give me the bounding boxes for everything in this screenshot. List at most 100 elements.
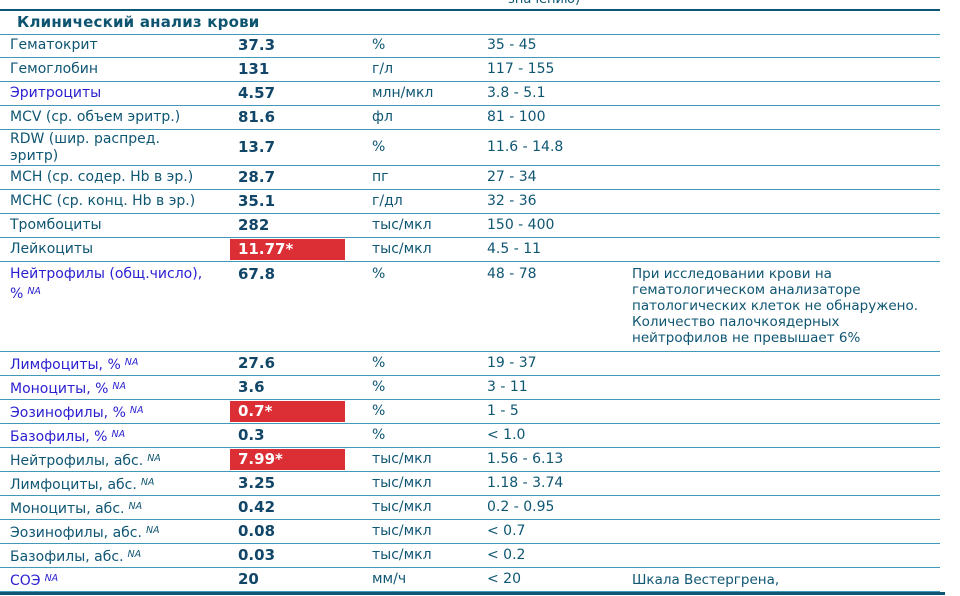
result-value: 35.1 xyxy=(238,192,276,210)
analyte-link[interactable]: СОЭ NA xyxy=(10,572,59,589)
analyte-label: Гематокрит xyxy=(10,36,98,53)
comment-text xyxy=(628,423,940,447)
analyte-link[interactable]: Эозинофилы, % NA xyxy=(10,404,144,421)
table-row: Тромбоциты 282 тыс/мкл 150 - 400 xyxy=(0,213,940,237)
comment-text xyxy=(628,351,940,375)
unit-label: г/л xyxy=(372,61,394,77)
comment-text xyxy=(628,213,940,237)
unit-label: % xyxy=(372,379,386,395)
comment-text xyxy=(628,519,940,543)
table-row: Моноциты, % NA 3.6% 3 - 11 xyxy=(0,375,940,399)
comment-text xyxy=(628,399,940,423)
reference-range: 4.5 - 11 xyxy=(487,241,542,257)
reference-range: 81 - 100 xyxy=(487,109,546,125)
reference-range: < 20 xyxy=(487,571,521,587)
result-value: 81.6 xyxy=(238,108,276,126)
comment-text xyxy=(628,165,940,189)
clipped-header-text: значению) xyxy=(508,0,580,8)
na-method-superscript: NA xyxy=(124,356,139,368)
analyte-label: Моноциты, абс. NA xyxy=(10,500,143,517)
table-row: СОЭ NA 20 мм/ч < 20 Шкала Вестергрена, xyxy=(0,567,940,591)
comment-text xyxy=(628,495,940,519)
analyte-link[interactable]: Эритроциты xyxy=(10,85,102,101)
comment-text xyxy=(628,105,940,129)
table-row: MCHC (ср. конц. Hb в эр.) 35.1 г/дл 32 - 36 xyxy=(0,189,940,213)
result-value: 20 xyxy=(238,570,259,588)
analyte-label: MCH (ср. содер. Hb в эр.) xyxy=(10,169,194,185)
reference-range: < 1.0 xyxy=(487,427,526,443)
table-row: RDW (шир. распред. эритр) 13.7% 11.6 - 14.… xyxy=(0,129,940,165)
analyte-label: Лимфоциты, абс. NA xyxy=(10,476,155,493)
result-value-flagged: 11.77* xyxy=(228,237,368,261)
result-value: 27.6 xyxy=(238,354,276,372)
comment-text xyxy=(628,471,940,495)
result-value: 131 xyxy=(238,60,270,78)
na-method-superscript: NA xyxy=(129,404,144,416)
na-method-superscript: NA xyxy=(128,500,143,512)
table-row: Гемоглобин 131 г/л 117 - 155 xyxy=(0,57,940,81)
result-value: 0.03 xyxy=(238,546,276,564)
reference-range: 11.6 - 14.8 xyxy=(487,139,564,155)
result-value: 28.7 xyxy=(238,168,276,186)
analyte-link[interactable]: Базофилы, % NA xyxy=(10,428,126,445)
analyte-label: MCV (ср. объем эритр.) xyxy=(10,109,181,125)
analyte-label: Эозинофилы, абс. NA xyxy=(10,524,160,541)
analyte-label: Лейкоциты xyxy=(10,241,94,257)
analyte-link[interactable]: Лимфоциты, % NA xyxy=(10,356,139,373)
reference-range: 117 - 155 xyxy=(487,61,555,77)
unit-label: % xyxy=(372,36,386,53)
comment-text: Шкала Вестергрена, xyxy=(632,571,780,588)
reference-range: 0.2 - 0.95 xyxy=(487,499,555,515)
na-method-superscript: NA xyxy=(27,285,41,297)
unit-label: тыс/мкл xyxy=(372,499,432,515)
result-value: 0.42 xyxy=(238,498,276,516)
unit-label: пг xyxy=(372,169,389,185)
reference-range: 48 - 78 xyxy=(487,265,537,282)
unit-label: мм/ч xyxy=(372,571,407,587)
reference-range: 27 - 34 xyxy=(487,169,537,185)
na-method-superscript: NA xyxy=(44,572,59,584)
na-method-superscript: NA xyxy=(127,548,142,560)
reference-range: < 0.2 xyxy=(487,547,526,563)
reference-range: 1 - 5 xyxy=(487,403,519,419)
table-row: MCV (ср. объем эритр.) 81.6 фл 81 - 100 xyxy=(0,105,940,129)
analyte-link[interactable]: Моноциты, % NA xyxy=(10,380,127,397)
table-row: Нейтрофилы (общ.число), % NA 67.8% 48 - 78 П… xyxy=(0,261,940,351)
reference-range: < 0.7 xyxy=(487,523,526,539)
reference-range: 3 - 11 xyxy=(487,379,528,395)
unit-label: тыс/мкл xyxy=(372,475,432,491)
unit-label: г/дл xyxy=(372,193,403,209)
analyte-label: Гемоглобин xyxy=(10,61,99,77)
table-row: Базофилы, % NA 0.3% < 1.0 xyxy=(0,423,940,447)
analyte-label: RDW (шир. распред. эритр) xyxy=(10,130,160,164)
table-row: Гематокрит 37.3% 35 - 45 xyxy=(0,33,940,57)
comment-text xyxy=(628,375,940,399)
na-method-superscript: NA xyxy=(140,476,155,488)
comment-text xyxy=(628,237,940,261)
analyte-link[interactable]: Нейтрофилы (общ.число), % NA xyxy=(10,265,203,302)
unit-label: тыс/мкл xyxy=(372,451,432,467)
unit-label: млн/мкл xyxy=(372,85,434,101)
na-method-superscript: NA xyxy=(111,428,126,440)
reference-range: 150 - 400 xyxy=(487,217,555,233)
comment-text: При исследовании крови на гематологическ… xyxy=(632,265,919,346)
analyte-label: Нейтрофилы, абс. NA xyxy=(10,452,161,469)
comment-text xyxy=(628,189,940,213)
unit-label: тыс/мкл xyxy=(372,241,432,257)
table-row: Лимфоциты, абс. NA 3.25 тыс/мкл 1.18 - 3.74 xyxy=(0,471,940,495)
result-value: 13.7 xyxy=(238,138,276,156)
na-method-superscript: NA xyxy=(145,524,160,536)
reference-range: 3.8 - 5.1 xyxy=(487,85,546,101)
table-row: Нейтрофилы, абс. NA 7.99* тыс/мкл 1.56 - 6.1… xyxy=(0,447,940,471)
analyte-label: Тромбоциты xyxy=(10,217,102,233)
out-of-range-highlight: 11.77* xyxy=(230,239,345,260)
unit-label: % xyxy=(372,403,386,419)
table-row: MCH (ср. содер. Hb в эр.) 28.7 пг 27 - 34 xyxy=(0,165,940,189)
unit-label: % xyxy=(372,139,386,155)
unit-label: % xyxy=(372,265,386,282)
result-value-flagged: 0.7* xyxy=(228,399,368,423)
result-value: 3.6 xyxy=(238,378,265,396)
unit-label: тыс/мкл xyxy=(372,217,432,233)
reference-range: 35 - 45 xyxy=(487,36,537,53)
